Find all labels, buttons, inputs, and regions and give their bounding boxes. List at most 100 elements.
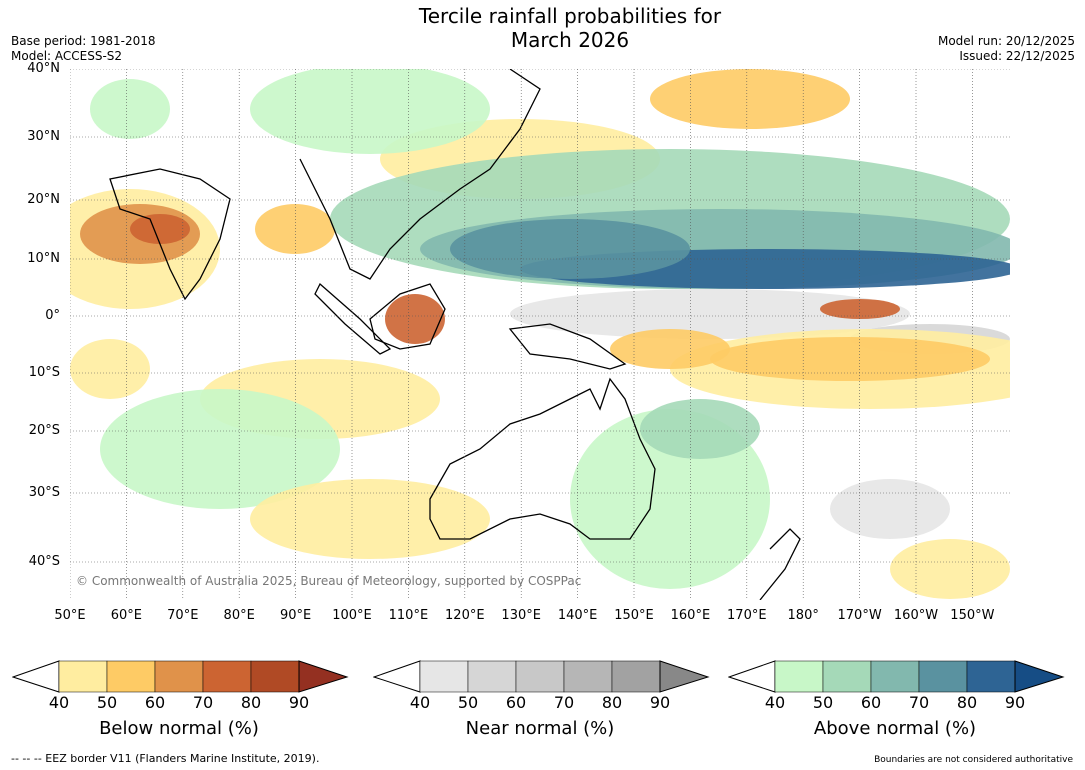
- lon-label: 130°E: [501, 608, 541, 623]
- title-line-1: Tercile rainfall probabilities for: [418, 4, 722, 28]
- colorbar-segment: [58, 660, 108, 693]
- colorbar-tick: 80: [956, 693, 978, 712]
- colorbar-tick: 40: [409, 693, 431, 712]
- probability-region: [640, 399, 760, 459]
- colorbar-tick: 70: [553, 693, 575, 712]
- india-coastline: [109, 168, 231, 301]
- lat-label: 20°S: [28, 423, 60, 438]
- colorbar-segment: [154, 660, 204, 693]
- colorbar-segment: [870, 660, 920, 693]
- lon-label: 90°E: [279, 608, 312, 623]
- model-name: Model: ACCESS-S2: [11, 49, 123, 63]
- lon-label: 50°E: [54, 608, 86, 623]
- lon-label: 120°E: [445, 608, 485, 623]
- lon-label: 150°W: [950, 608, 995, 623]
- lon-label: 180°: [787, 608, 819, 623]
- lon-label: 100°E: [332, 608, 372, 623]
- colorbar-tick: 90: [288, 693, 310, 712]
- new-guinea-coastline: [508, 323, 627, 370]
- colorbar-segment: [611, 660, 661, 693]
- colorbar-tick: 50: [96, 693, 118, 712]
- asia-coastline: [299, 69, 541, 280]
- colorbar-segment: [106, 660, 156, 693]
- probability-region: [250, 479, 490, 559]
- probability-region: [385, 294, 445, 344]
- lat-label: 40°N: [27, 61, 60, 76]
- sumatra-coastline: [314, 282, 392, 355]
- colorbar-tick: 60: [505, 693, 527, 712]
- copyright-notice: © Commonwealth of Australia 2025, Bureau…: [76, 574, 582, 588]
- colorbar-tick: 80: [240, 693, 262, 712]
- probability-region: [250, 69, 490, 154]
- colorbar-near: [373, 660, 710, 693]
- colorbar-segment: [515, 660, 565, 693]
- lat-label: 30°S: [28, 485, 60, 500]
- colorbar-extension: [298, 660, 349, 693]
- eez-legend: -- -- -- EEZ border V11 (Flanders Marine…: [11, 752, 320, 765]
- lon-label: 140°E: [557, 608, 598, 623]
- probability-region: [510, 289, 910, 339]
- lat-label: 10°S: [28, 365, 60, 380]
- lon-label: 170°E: [727, 608, 767, 623]
- probability-region: [450, 219, 690, 279]
- boundary-disclaimer: Boundaries are not considered authoritat…: [874, 755, 1073, 765]
- colorbar-tick: 90: [649, 693, 671, 712]
- probability-region: [610, 329, 730, 369]
- lon-label: 70°E: [167, 608, 199, 623]
- lat-label: 30°N: [27, 129, 60, 144]
- colorbar-label: Near normal (%): [465, 718, 615, 739]
- lon-label: 170°W: [837, 608, 882, 623]
- lon-label: 160°E: [670, 608, 711, 623]
- lat-label: 40°S: [28, 554, 60, 569]
- colorbar-segment: [467, 660, 517, 693]
- lon-label: 160°W: [893, 608, 939, 623]
- lon-label: 60°E: [110, 608, 143, 623]
- probability-region: [890, 539, 1010, 599]
- colorbar-tick: 90: [1004, 693, 1026, 712]
- colorbar-extension: [659, 660, 710, 693]
- probability-region: [130, 214, 190, 244]
- probability-region: [90, 79, 170, 139]
- colorbar-tick: 60: [860, 693, 882, 712]
- issued-date: Issued: 22/12/2025: [959, 49, 1075, 63]
- lat-label: 0°: [45, 308, 60, 323]
- probability-region: [255, 204, 335, 254]
- colorbar-tick: 50: [457, 693, 479, 712]
- probability-region: [830, 479, 950, 539]
- probability-region: [650, 69, 850, 129]
- colorbar-segment: [918, 660, 968, 693]
- colorbar-tick: 80: [601, 693, 623, 712]
- colorbar-below: [12, 660, 349, 693]
- probability-region: [820, 299, 900, 319]
- lon-label: 110°E: [388, 608, 429, 623]
- australia-coastline: [429, 377, 656, 540]
- lat-label: 10°N: [27, 251, 60, 266]
- colorbar-segment: [822, 660, 872, 693]
- colorbar-segment: [419, 660, 469, 693]
- colorbar-tick: 60: [144, 693, 166, 712]
- colorbar-label: Below normal (%): [99, 718, 259, 739]
- lat-label: 20°N: [27, 192, 60, 207]
- colorbar-extension: [1014, 660, 1065, 693]
- colorbar-segment: [250, 660, 300, 693]
- model-run: Model run: 20/12/2025: [937, 34, 1075, 48]
- lon-label: 80°E: [223, 608, 255, 623]
- colorbar-tick: 40: [764, 693, 786, 712]
- colorbar-tick: 40: [48, 693, 70, 712]
- colorbar-segment: [774, 660, 824, 693]
- figure-title: Tercile rainfall probabilities for March…: [0, 4, 1085, 52]
- colorbar-tick: 70: [192, 693, 214, 712]
- probability-map: [70, 69, 1010, 600]
- colorbar-segment: [563, 660, 613, 693]
- probability-region: [100, 389, 340, 509]
- lon-label: 150°E: [614, 608, 654, 623]
- borneo-coastline: [369, 283, 446, 350]
- base-period: Base period: 1981-2018: [11, 34, 156, 48]
- colorbar-segment: [202, 660, 252, 693]
- colorbar-tick: 70: [908, 693, 930, 712]
- title-line-2: March 2026: [510, 28, 630, 52]
- colorbar-above: [728, 660, 1065, 693]
- probability-region: [70, 339, 150, 399]
- colorbar-tick: 50: [812, 693, 834, 712]
